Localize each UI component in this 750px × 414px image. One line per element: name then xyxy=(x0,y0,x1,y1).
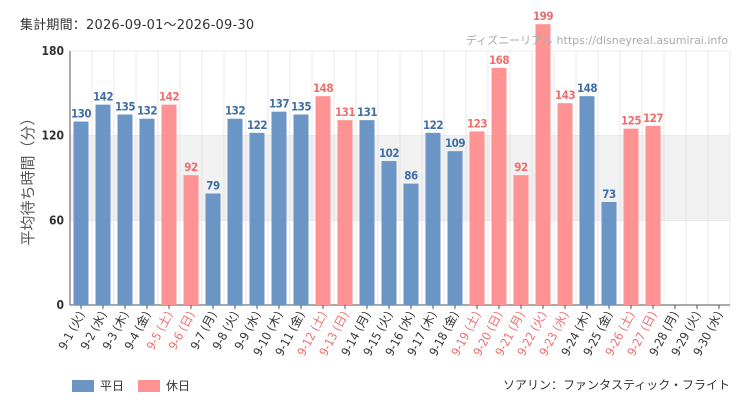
bar-9-11 xyxy=(293,114,309,305)
y-tick-label: 120 xyxy=(41,129,64,143)
bar-9-27 xyxy=(645,125,661,306)
bar-9-26 xyxy=(623,128,639,305)
bar-9-16 xyxy=(403,183,419,305)
legend-label-weekday: 平日 xyxy=(100,379,125,393)
bar-9-17 xyxy=(425,132,441,305)
bar-9-18 xyxy=(447,151,463,305)
bar-9-6 xyxy=(183,175,199,305)
bar-9-22 xyxy=(535,24,551,305)
bar-9-13 xyxy=(337,120,353,306)
legend-label-holiday: 休日 xyxy=(166,379,191,393)
y-axis-title: 平均待ち時間（分） xyxy=(19,110,37,245)
bar-value-label: 131 xyxy=(357,105,377,119)
bar-9-21 xyxy=(513,175,529,305)
bar-value-label: 86 xyxy=(404,169,418,183)
period-label: 集計期間：2026-09-01〜2026-09-30 xyxy=(20,18,255,33)
bar-value-label: 92 xyxy=(184,160,198,174)
bar-value-label: 132 xyxy=(137,104,157,118)
bar-9-24 xyxy=(579,96,595,306)
bar-value-label: 73 xyxy=(602,187,616,201)
bar-value-label: 123 xyxy=(467,116,487,130)
site-watermark: ディズニーリアル https://disneyreal.asumirai.inf… xyxy=(465,34,728,47)
bar-value-label: 122 xyxy=(247,118,267,132)
bar-9-2 xyxy=(95,104,111,305)
legend-swatch-weekday xyxy=(72,379,94,392)
bar-value-label: 137 xyxy=(269,97,289,111)
y-tick-label: 180 xyxy=(41,44,64,58)
bar-9-5 xyxy=(161,104,177,305)
bar-9-23 xyxy=(557,103,573,305)
attraction-name: ソアリン：ファンタスティック・フライト xyxy=(502,378,730,392)
bar-value-label: 109 xyxy=(445,136,465,150)
bar-9-8 xyxy=(227,118,243,305)
bar-9-3 xyxy=(117,114,133,305)
bar-9-19 xyxy=(469,131,485,305)
y-tick-label: 60 xyxy=(49,213,64,227)
bar-value-label: 130 xyxy=(71,107,91,121)
bar-9-4 xyxy=(139,118,155,305)
bar-9-7 xyxy=(205,193,221,305)
bar-9-12 xyxy=(315,96,331,306)
bar-value-label: 143 xyxy=(555,88,575,102)
bar-value-label: 135 xyxy=(115,100,135,114)
bar-9-20 xyxy=(491,67,507,305)
bar-value-label: 142 xyxy=(159,90,179,104)
y-tick-label: 0 xyxy=(56,298,64,312)
bar-value-label: 135 xyxy=(291,100,311,114)
bar-value-label: 131 xyxy=(335,105,355,119)
bar-value-label: 148 xyxy=(577,81,597,95)
bar-value-label: 125 xyxy=(621,114,641,128)
bar-9-14 xyxy=(359,120,375,306)
bar-9-25 xyxy=(601,201,617,305)
bar-value-label: 142 xyxy=(93,90,113,104)
bar-value-label: 132 xyxy=(225,104,245,118)
bar-value-label: 199 xyxy=(533,9,553,23)
bar-9-9 xyxy=(249,132,265,305)
bar-value-label: 148 xyxy=(313,81,333,95)
bar-9-10 xyxy=(271,111,287,305)
bar-value-label: 168 xyxy=(489,53,509,67)
bar-value-label: 79 xyxy=(206,179,220,193)
bar-value-label: 92 xyxy=(514,160,528,174)
legend: 平日 休日 xyxy=(72,377,190,394)
bar-value-label: 122 xyxy=(423,118,443,132)
bar-9-1 xyxy=(73,121,89,305)
legend-swatch-holiday xyxy=(138,379,161,392)
bar-9-15 xyxy=(381,161,397,305)
legend-item-weekday[interactable]: 平日 xyxy=(72,377,124,394)
legend-item-holiday[interactable]: 休日 xyxy=(138,377,190,394)
bar-value-label: 102 xyxy=(379,146,399,160)
bar-value-label: 127 xyxy=(643,111,663,125)
